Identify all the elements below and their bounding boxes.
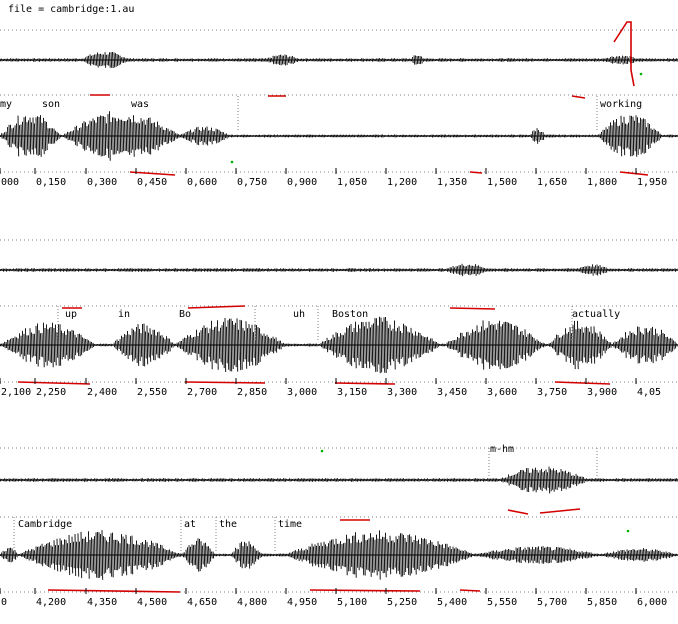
tick-label: 4,500 [137,597,167,608]
pitch-segment [539,508,581,514]
tick-label: 3,900 [587,387,617,398]
word-label: son [42,99,60,110]
word-label: uh [293,309,305,320]
word-label: my [0,99,12,110]
word-label: up [65,309,77,320]
tick-label: 0,300 [87,177,117,188]
tick-label: 0,900 [287,177,317,188]
tick-label: 2,250 [36,387,66,398]
tick-label: 3,450 [437,387,467,398]
word-label: Boston [332,309,368,320]
tick-label: 5,100 [337,597,367,608]
file-label: file = cambridge:1.au [8,4,134,15]
tick-label: 1,950 [637,177,667,188]
word-label: in [118,309,130,320]
word-label: the [219,519,237,530]
tick-label: 1,350 [437,177,467,188]
word-label: working [600,99,642,110]
pitch-segment [507,509,529,515]
tick-label: 2,700 [187,387,217,398]
pitch-segment [129,171,176,176]
pitch-segment [334,382,396,385]
word-label: Bo [179,309,191,320]
pitch-segment [309,589,421,592]
word-label: was [131,99,149,110]
tick-label: 4,950 [287,597,317,608]
tick-label: 4,800 [237,597,267,608]
tick-label: 5,400 [437,597,467,608]
tick-label: 5,250 [387,597,417,608]
word-label: m-hm [490,444,514,455]
marker-dot [626,529,630,533]
tick-label: 3,300 [387,387,417,398]
row-2: up in Bo uh Boston actually 2,100 2,250 2,… [0,239,678,398]
tick-label: 3,750 [537,387,567,398]
pitch-spike [613,21,635,87]
tick-label: 1,050 [337,177,367,188]
pitch-segment [571,95,586,99]
pitch-segment [449,307,496,310]
pitch-segment [17,381,91,385]
marker-dot [230,160,234,164]
tick-label: 2,400 [87,387,117,398]
tick-label: 0,600 [187,177,217,188]
tick-label: 4,200 [36,597,66,608]
marker-dot [639,72,643,76]
tick-label: 3,600 [487,387,517,398]
tick-label: 4,350 [87,597,117,608]
pitch-segment [184,381,266,384]
tick-label: 1,200 [387,177,417,188]
marker-dot [320,449,324,453]
tick-label: 4,650 [187,597,217,608]
word-label: Cambridge [18,519,72,530]
tick-label: 0,450 [137,177,167,188]
pitch-segment [47,589,181,593]
word-label: time [278,519,302,530]
tick-label: 000 [1,177,19,188]
tick-label: 1,500 [487,177,517,188]
pitch-segment [469,171,483,174]
tick-label: 5,700 [537,597,567,608]
row-1: my son was working 000 0,150 0,300 0,450 0,6… [0,21,678,188]
tick-label: 2,850 [237,387,267,398]
tick-label: 5,850 [587,597,617,608]
tick-label: 2,550 [137,387,167,398]
row-3: m-hm Cambridge at the time 0 4,200 4,350 4,… [0,444,678,608]
tick-label: 3,000 [287,387,317,398]
tick-label: 6,000 [637,597,667,608]
pitch-segment [459,589,481,592]
tick-label: 4,05 [637,387,661,398]
tick-label: 0,750 [237,177,267,188]
pitch-segment [554,381,611,385]
tick-label: 0,150 [36,177,66,188]
word-label: actually [572,309,620,320]
tick-label: 5,550 [487,597,517,608]
tick-label: 1,800 [587,177,617,188]
tick-label: 2,100 [1,387,31,398]
pitch-segment [187,305,246,309]
tick-label: 0 [1,597,7,608]
pitch-segment [619,171,649,176]
word-label: at [184,519,196,530]
tick-label: 1,650 [537,177,567,188]
tick-label: 3,150 [337,387,367,398]
